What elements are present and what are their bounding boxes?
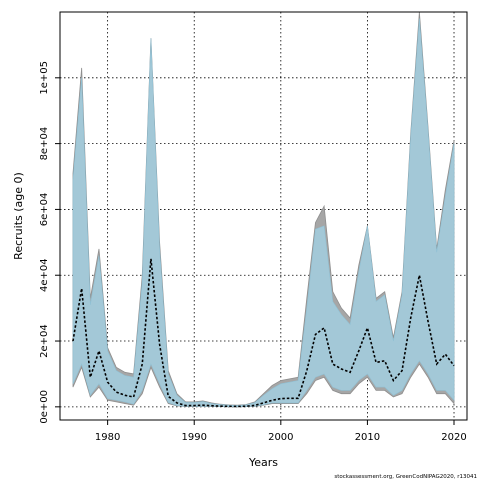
y-tick-label-80000: 8e+04 xyxy=(39,127,50,161)
footnote: stockassessment.org, GreenCodNIPAG2020, … xyxy=(334,474,477,480)
y-tick-label-20000: 2e+04 xyxy=(39,324,50,358)
x-axis-label: Years xyxy=(248,456,278,469)
x-axis: 1980 1990 2000 2010 2020 xyxy=(95,420,467,443)
y-tick-label-100000: 1e+05 xyxy=(39,61,50,95)
x-tick-label-1990: 1990 xyxy=(181,432,206,443)
y-tick-label-0: 0e+00 xyxy=(39,390,50,424)
x-tick-label-2020: 2020 xyxy=(441,432,466,443)
x-tick-label-2000: 2000 xyxy=(268,432,293,443)
y-axis-label: Recruits (age 0) xyxy=(12,172,25,260)
x-tick-label-1980: 1980 xyxy=(95,432,120,443)
inner-confidence-band xyxy=(73,19,454,407)
y-axis: 0e+00 2e+04 4e+04 6e+04 8e+04 1e+05 xyxy=(39,61,60,424)
y-tick-label-60000: 6e+04 xyxy=(39,193,50,227)
y-tick-label-40000: 4e+04 xyxy=(39,258,50,292)
x-tick-label-2010: 2010 xyxy=(355,432,380,443)
